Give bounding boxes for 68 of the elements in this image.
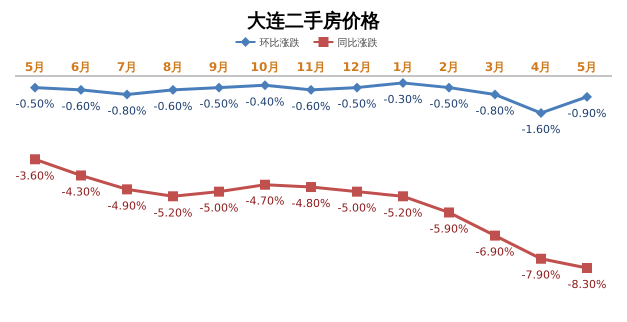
point: [352, 82, 362, 93]
x-tick-label: 3月: [484, 60, 506, 74]
point: [260, 80, 270, 90]
x-tick-label: 10月: [250, 60, 280, 74]
data-label: -0.30%: [384, 92, 422, 106]
data-label: -0.50%: [338, 98, 376, 111]
data-label: -0.50%: [200, 98, 238, 111]
point: [536, 108, 546, 118]
point: [582, 263, 592, 273]
data-label: -4.70%: [246, 194, 284, 208]
data-label: -7.90%: [522, 268, 560, 282]
point: [306, 84, 316, 95]
x-tick-label: 11月: [296, 60, 326, 74]
x-tick-label: 5月: [24, 60, 46, 74]
data-label: -0.40%: [246, 95, 284, 108]
x-tick-label: 6月: [70, 60, 92, 74]
data-label: -0.80%: [476, 104, 514, 118]
point: [490, 230, 500, 241]
x-tick-label: 9月: [208, 60, 230, 74]
legend-label: 环比涨跌: [260, 37, 300, 49]
point: [76, 170, 86, 180]
point: [352, 186, 362, 197]
x-tick-label: 1月: [392, 60, 414, 74]
x-tick-label: 7月: [116, 60, 138, 74]
data-label: -0.60%: [292, 100, 330, 113]
point: [214, 82, 224, 93]
data-label: -0.50%: [430, 98, 468, 111]
data-label: -8.30%: [568, 278, 606, 291]
data-label: -0.90%: [568, 106, 606, 120]
data-label: -5.00%: [200, 202, 238, 215]
point: [306, 182, 316, 192]
data-label: -6.90%: [476, 246, 514, 259]
point: [168, 191, 178, 202]
point: [444, 82, 454, 93]
data-label: -5.20%: [154, 206, 192, 220]
point: [214, 186, 224, 197]
data-label: -0.50%: [16, 98, 54, 111]
point: [398, 191, 408, 202]
point: [398, 78, 408, 88]
point: [536, 254, 546, 264]
point: [30, 154, 40, 164]
x-tick-label: 2月: [438, 60, 460, 74]
point: [490, 90, 500, 100]
title: 大连二手房价格: [247, 10, 380, 32]
data-label: -5.90%: [430, 222, 468, 236]
point: [582, 92, 592, 102]
point: [122, 184, 132, 194]
point: [122, 90, 132, 100]
data-label: -0.60%: [154, 100, 192, 113]
data-label: -5.20%: [384, 206, 422, 220]
data-label: -4.90%: [108, 199, 146, 212]
data-label: -3.60%: [16, 169, 54, 182]
point: [168, 84, 178, 95]
data-label: -5.00%: [338, 202, 376, 215]
point: [76, 84, 86, 95]
point: [260, 180, 270, 190]
x-tick-label: 8月: [162, 60, 184, 74]
data-label: -0.60%: [62, 100, 100, 113]
data-label: -0.80%: [108, 104, 146, 118]
point: [30, 82, 40, 93]
data-label: -1.60%: [522, 123, 560, 136]
x-tick-label: 4月: [530, 60, 552, 74]
x-tick-label: 5月: [576, 60, 598, 74]
point: [444, 207, 454, 218]
legend-label: 同比涨跌: [338, 37, 378, 49]
data-label: -4.80%: [292, 197, 330, 210]
x-tick-label: 12月: [342, 60, 372, 74]
data-label: -4.30%: [62, 185, 100, 198]
